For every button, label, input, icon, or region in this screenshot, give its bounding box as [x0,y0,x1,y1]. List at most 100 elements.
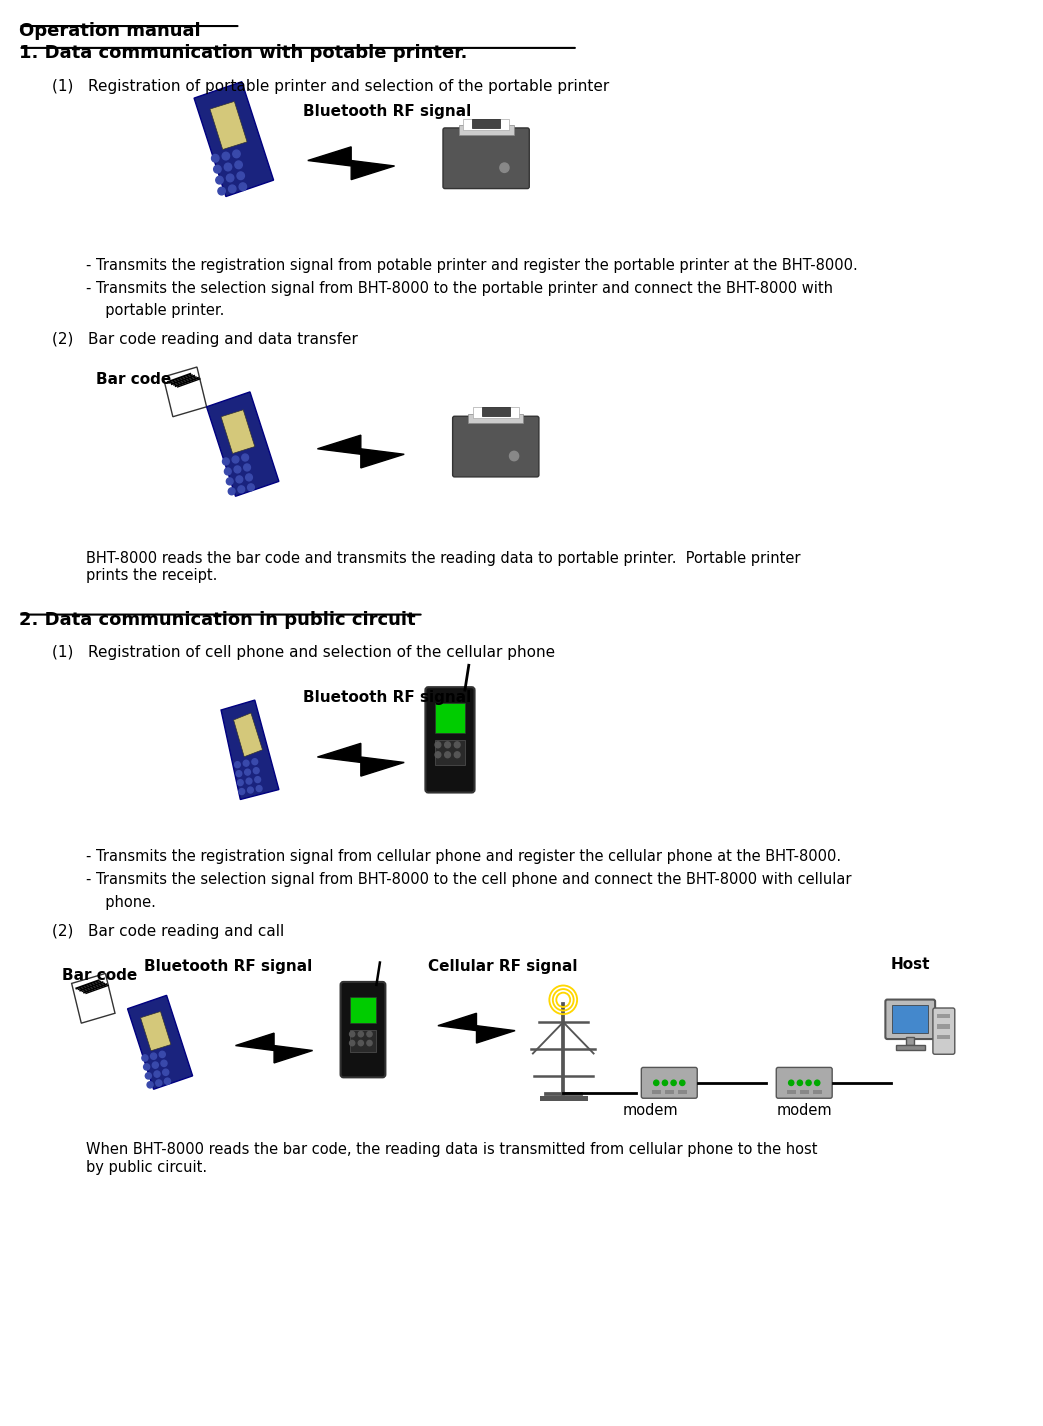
Text: BHT-8000 reads the bar code and transmits the reading data to portable printer. : BHT-8000 reads the bar code and transmit… [87,550,801,583]
Circle shape [212,154,219,163]
Circle shape [435,742,441,747]
Text: (1)   Registration of portable printer and selection of the portable printer: (1) Registration of portable printer and… [52,78,609,94]
Circle shape [239,789,245,794]
Bar [892,1005,928,1032]
Circle shape [222,458,229,465]
Circle shape [252,759,258,764]
Circle shape [244,463,250,471]
Circle shape [367,1031,372,1037]
Circle shape [246,473,252,481]
Polygon shape [210,101,247,150]
FancyBboxPatch shape [641,1068,697,1098]
Circle shape [239,183,246,191]
Text: - Transmits the registration signal from potable printer and register the portab: - Transmits the registration signal from… [87,258,857,272]
Circle shape [236,476,243,483]
Text: - Transmits the selection signal from BHT-8000 to the cell phone and connect the: - Transmits the selection signal from BH… [87,873,851,887]
Polygon shape [308,147,394,180]
Circle shape [161,1060,167,1067]
Text: phone.: phone. [96,896,155,910]
Text: Bluetooth RF signal: Bluetooth RF signal [302,104,471,118]
Bar [896,1045,925,1050]
Bar [800,1089,808,1094]
Text: modem: modem [776,1102,832,1118]
Bar [665,1089,674,1094]
Bar [468,414,524,424]
Circle shape [242,453,248,461]
Polygon shape [194,81,273,197]
Bar [349,997,377,1024]
Circle shape [500,163,509,173]
Circle shape [789,1079,794,1085]
Circle shape [367,1041,372,1045]
Bar [435,703,465,733]
Bar [459,125,513,134]
FancyBboxPatch shape [886,1000,936,1040]
Circle shape [257,786,262,791]
Text: (2)   Bar code reading and data transfer: (2) Bar code reading and data transfer [52,332,358,348]
Circle shape [654,1079,659,1085]
Circle shape [228,185,236,193]
Text: Host: Host [891,957,930,971]
Bar [472,406,518,418]
Circle shape [226,478,233,485]
Circle shape [154,1071,160,1077]
Circle shape [165,1078,170,1084]
Circle shape [662,1079,668,1085]
Text: Bluetooth RF signal: Bluetooth RF signal [144,958,312,974]
Circle shape [238,780,243,786]
Text: - Transmits the selection signal from BHT-8000 to the portable printer and conne: - Transmits the selection signal from BH… [87,281,833,295]
FancyBboxPatch shape [453,416,539,476]
Bar [463,118,509,130]
Circle shape [228,488,235,495]
Circle shape [235,161,242,168]
Circle shape [246,779,252,784]
Bar [938,1014,950,1018]
Circle shape [234,466,241,473]
Polygon shape [234,713,263,757]
Text: modem: modem [623,1102,678,1118]
Polygon shape [72,974,115,1024]
Circle shape [236,770,242,777]
Circle shape [235,761,240,767]
Circle shape [216,177,223,184]
Text: - Transmits the registration signal from cellular phone and register the cellula: - Transmits the registration signal from… [87,850,842,864]
Circle shape [815,1079,820,1085]
Polygon shape [127,995,193,1089]
Circle shape [237,173,244,180]
Bar [482,406,509,416]
Text: Bar code: Bar code [62,968,138,984]
Circle shape [253,767,259,774]
Text: Bluetooth RF signal: Bluetooth RF signal [302,690,471,704]
Polygon shape [207,392,278,496]
Circle shape [155,1079,162,1087]
FancyBboxPatch shape [426,687,475,793]
Polygon shape [221,700,278,800]
Circle shape [238,486,245,493]
Circle shape [358,1031,363,1037]
Circle shape [680,1079,685,1085]
FancyBboxPatch shape [932,1008,954,1054]
Circle shape [349,1031,355,1037]
Circle shape [160,1051,165,1058]
Circle shape [224,468,232,475]
FancyBboxPatch shape [443,128,529,188]
Circle shape [233,456,239,463]
Circle shape [435,752,441,757]
Circle shape [806,1079,811,1085]
Polygon shape [317,743,405,776]
Bar [906,1037,915,1045]
Polygon shape [438,1014,515,1042]
Text: (2)   Bar code reading and call: (2) Bar code reading and call [52,924,285,938]
FancyBboxPatch shape [341,983,386,1078]
Polygon shape [221,409,254,453]
Bar [812,1089,822,1094]
Bar [652,1089,660,1094]
Bar [678,1089,686,1094]
Bar [938,1034,950,1038]
Circle shape [247,483,254,491]
Circle shape [349,1041,355,1045]
Text: 2. Data communication in public circuit: 2. Data communication in public circuit [19,610,415,629]
Text: Bar code: Bar code [96,372,171,386]
Polygon shape [317,435,405,468]
Circle shape [797,1079,802,1085]
